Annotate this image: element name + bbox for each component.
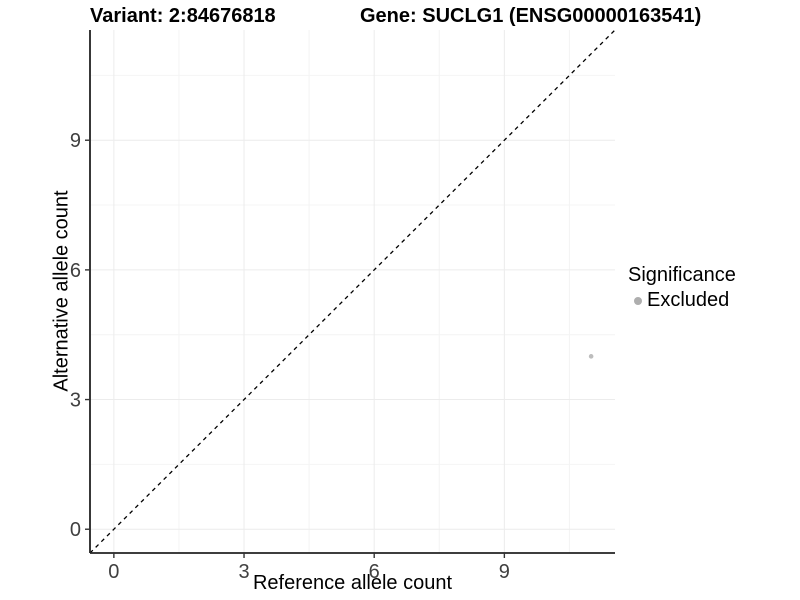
x-tick-label: 0 bbox=[108, 561, 119, 583]
legend-label: Excluded bbox=[647, 289, 730, 311]
legend: Significance Excluded bbox=[628, 264, 736, 312]
legend-entries: Excluded bbox=[628, 289, 736, 312]
x-tick-label: 3 bbox=[238, 561, 249, 583]
x-tick-label: 6 bbox=[369, 561, 380, 583]
legend-point-icon bbox=[634, 296, 642, 305]
y-tick-label: 6 bbox=[70, 260, 81, 282]
y-tick-label: 9 bbox=[70, 130, 81, 152]
legend-title: Significance bbox=[628, 264, 736, 286]
y-axis-title: Alternative allele count bbox=[50, 190, 73, 392]
diagonal-reference-line bbox=[90, 30, 615, 553]
variant-title: Variant: 2:84676818 bbox=[90, 5, 276, 27]
x-tick-label: 9 bbox=[499, 561, 510, 583]
data-point bbox=[588, 354, 594, 359]
legend-entry: Excluded bbox=[628, 289, 736, 312]
gene-title: Gene: SUCLG1 (ENSG00000163541) bbox=[360, 5, 702, 27]
y-tick-label: 0 bbox=[70, 519, 81, 541]
x-axis-title: Reference allele count bbox=[252, 572, 452, 594]
y-tick-label: 3 bbox=[70, 390, 81, 412]
